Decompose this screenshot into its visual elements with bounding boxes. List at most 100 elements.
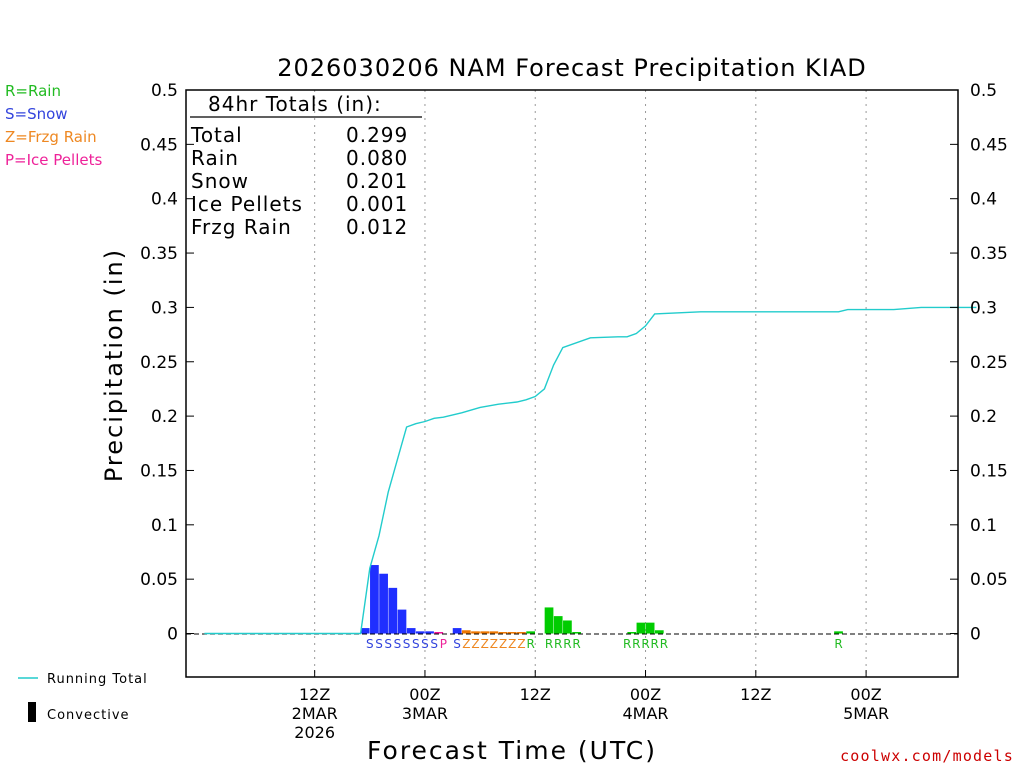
- precip-bar-S: [388, 587, 398, 634]
- type-letter: S: [384, 637, 392, 651]
- precip-bar-R: [526, 631, 536, 634]
- chart-title: 2026030206 NAM Forecast Precipitation KI…: [277, 54, 867, 82]
- type-letter: S: [421, 637, 429, 651]
- precip-type-legend: R=Rain S=Snow Z=Frzg Rain P=Ice Pellets: [5, 82, 102, 169]
- y-tick-label-right: 0.4: [970, 190, 997, 210]
- precip-bar-S: [379, 573, 388, 634]
- y-tick-label: 0.15: [140, 461, 178, 481]
- totals-box: 84hr Totals (in): Total 0.299 Rain 0.080 Sno…: [190, 92, 422, 239]
- totals-value: 0.080: [346, 146, 408, 170]
- type-letter: P: [440, 637, 447, 651]
- x-tick-label: 5MAR: [843, 704, 889, 723]
- precip-bar-R: [645, 622, 655, 634]
- totals-value: 0.201: [346, 169, 408, 193]
- y-tick-label: 0.05: [140, 570, 178, 590]
- y-tick-label: 0.45: [140, 135, 178, 155]
- precip-bar-Z: [517, 632, 526, 634]
- y-axis-right: 0 0.05 0.1 0.15 0.2 0.25 0.3 0.35 0.4 0.45 0.5: [950, 81, 1008, 645]
- x-tick-label: 12Z: [740, 685, 771, 704]
- y-tick-label: 0.3: [151, 298, 178, 318]
- type-letter: S: [366, 637, 374, 651]
- y-axis-label: Precipitation (in): [100, 248, 128, 482]
- y-tick-label-right: 0.45: [970, 135, 1008, 155]
- type-letter: R: [545, 637, 553, 651]
- y-tick-label: 0: [167, 625, 178, 645]
- precip-bar-Z: [461, 630, 471, 634]
- y-tick-label-right: 0.15: [970, 461, 1008, 481]
- precip-bar-R: [627, 632, 637, 634]
- totals-label: Total: [190, 123, 243, 147]
- precip-bar-S: [452, 628, 462, 634]
- type-letter: R: [834, 637, 842, 651]
- type-letter: S: [375, 637, 383, 651]
- legend-entry: P=Ice Pellets: [5, 151, 102, 169]
- totals-value: 0.001: [346, 192, 408, 216]
- x-tick-label: 4MAR: [623, 704, 669, 723]
- type-letter: Z: [481, 637, 489, 651]
- totals-value: 0.299: [346, 123, 408, 147]
- x-tick-label: 2MAR: [292, 704, 338, 723]
- y-tick-label: 0.25: [140, 353, 178, 373]
- type-letter: Z: [471, 637, 479, 651]
- precip-bar-R: [544, 607, 554, 634]
- y-tick-label: 0.1: [151, 516, 178, 536]
- legend-entry: R=Rain: [5, 82, 61, 100]
- type-letter: Z: [517, 637, 525, 651]
- type-letter: Z: [462, 637, 470, 651]
- y-tick-label-right: 0: [970, 625, 981, 645]
- running-total-legend-label: Running Total: [47, 672, 148, 687]
- type-letter: R: [651, 637, 659, 651]
- type-letter: S: [394, 637, 402, 651]
- precip-bar-S: [370, 565, 379, 634]
- precip-bars: [360, 565, 843, 634]
- y-tick-label: 0.35: [140, 244, 178, 264]
- type-letter: S: [430, 637, 438, 651]
- type-letter: Z: [490, 637, 498, 651]
- y-tick-label-right: 0.35: [970, 244, 1008, 264]
- y-tick-label-right: 0.25: [970, 353, 1008, 373]
- x-tick-label: 12Z: [299, 685, 330, 704]
- y-tick-label: 0.4: [151, 190, 178, 210]
- x-tick-label: 00Z: [630, 685, 661, 704]
- totals-label: Rain: [191, 146, 239, 170]
- precip-bar-P: [434, 632, 444, 634]
- legend-entry: Z=Frzg Rain: [5, 128, 97, 146]
- x-tick-label: 12Z: [520, 685, 551, 704]
- y-tick-label-right: 0.3: [970, 298, 997, 318]
- x-axis-label: Forecast Time (UTC): [367, 736, 657, 765]
- type-letter: R: [660, 637, 668, 651]
- type-letter: Z: [508, 637, 516, 651]
- type-letter: R: [563, 637, 571, 651]
- precip-bar-R: [654, 630, 664, 634]
- precip-bar-Z: [498, 632, 508, 634]
- precip-bar-Z: [471, 631, 480, 634]
- precip-bar-S: [425, 631, 434, 634]
- precip-bar-R: [834, 631, 843, 634]
- type-letter: Z: [499, 637, 507, 651]
- watermark-text: coolwx.com/models: [840, 747, 1014, 765]
- type-letter: R: [623, 637, 631, 651]
- y-axis-left: 0 0.05 0.1 0.15 0.2 0.25 0.3 0.35 0.4 0.45 0.5: [140, 81, 194, 645]
- y-tick-label-right: 0.5: [970, 81, 997, 101]
- totals-value: 0.012: [346, 215, 408, 239]
- x-tick-label: 2026: [294, 723, 335, 742]
- totals-label: Snow: [191, 169, 249, 193]
- precip-bar-Z: [480, 631, 490, 634]
- precip-bar-R: [553, 616, 563, 634]
- type-letter: R: [632, 637, 640, 651]
- convective-legend-label: Convective: [47, 708, 130, 723]
- type-letter: R: [554, 637, 562, 651]
- y-tick-label-right: 0.1: [970, 516, 997, 536]
- y-tick-label: 0.2: [151, 407, 178, 427]
- type-letter: S: [403, 637, 411, 651]
- y-tick-label-right: 0.05: [970, 570, 1008, 590]
- precip-bar-S: [397, 609, 407, 634]
- precip-bar-R: [636, 622, 646, 634]
- running-total-line: [204, 306, 977, 635]
- precip-bar-S: [360, 628, 370, 634]
- convective-swatch: [28, 702, 36, 722]
- totals-label: Ice Pellets: [191, 192, 303, 216]
- precip-bar-S: [415, 631, 425, 634]
